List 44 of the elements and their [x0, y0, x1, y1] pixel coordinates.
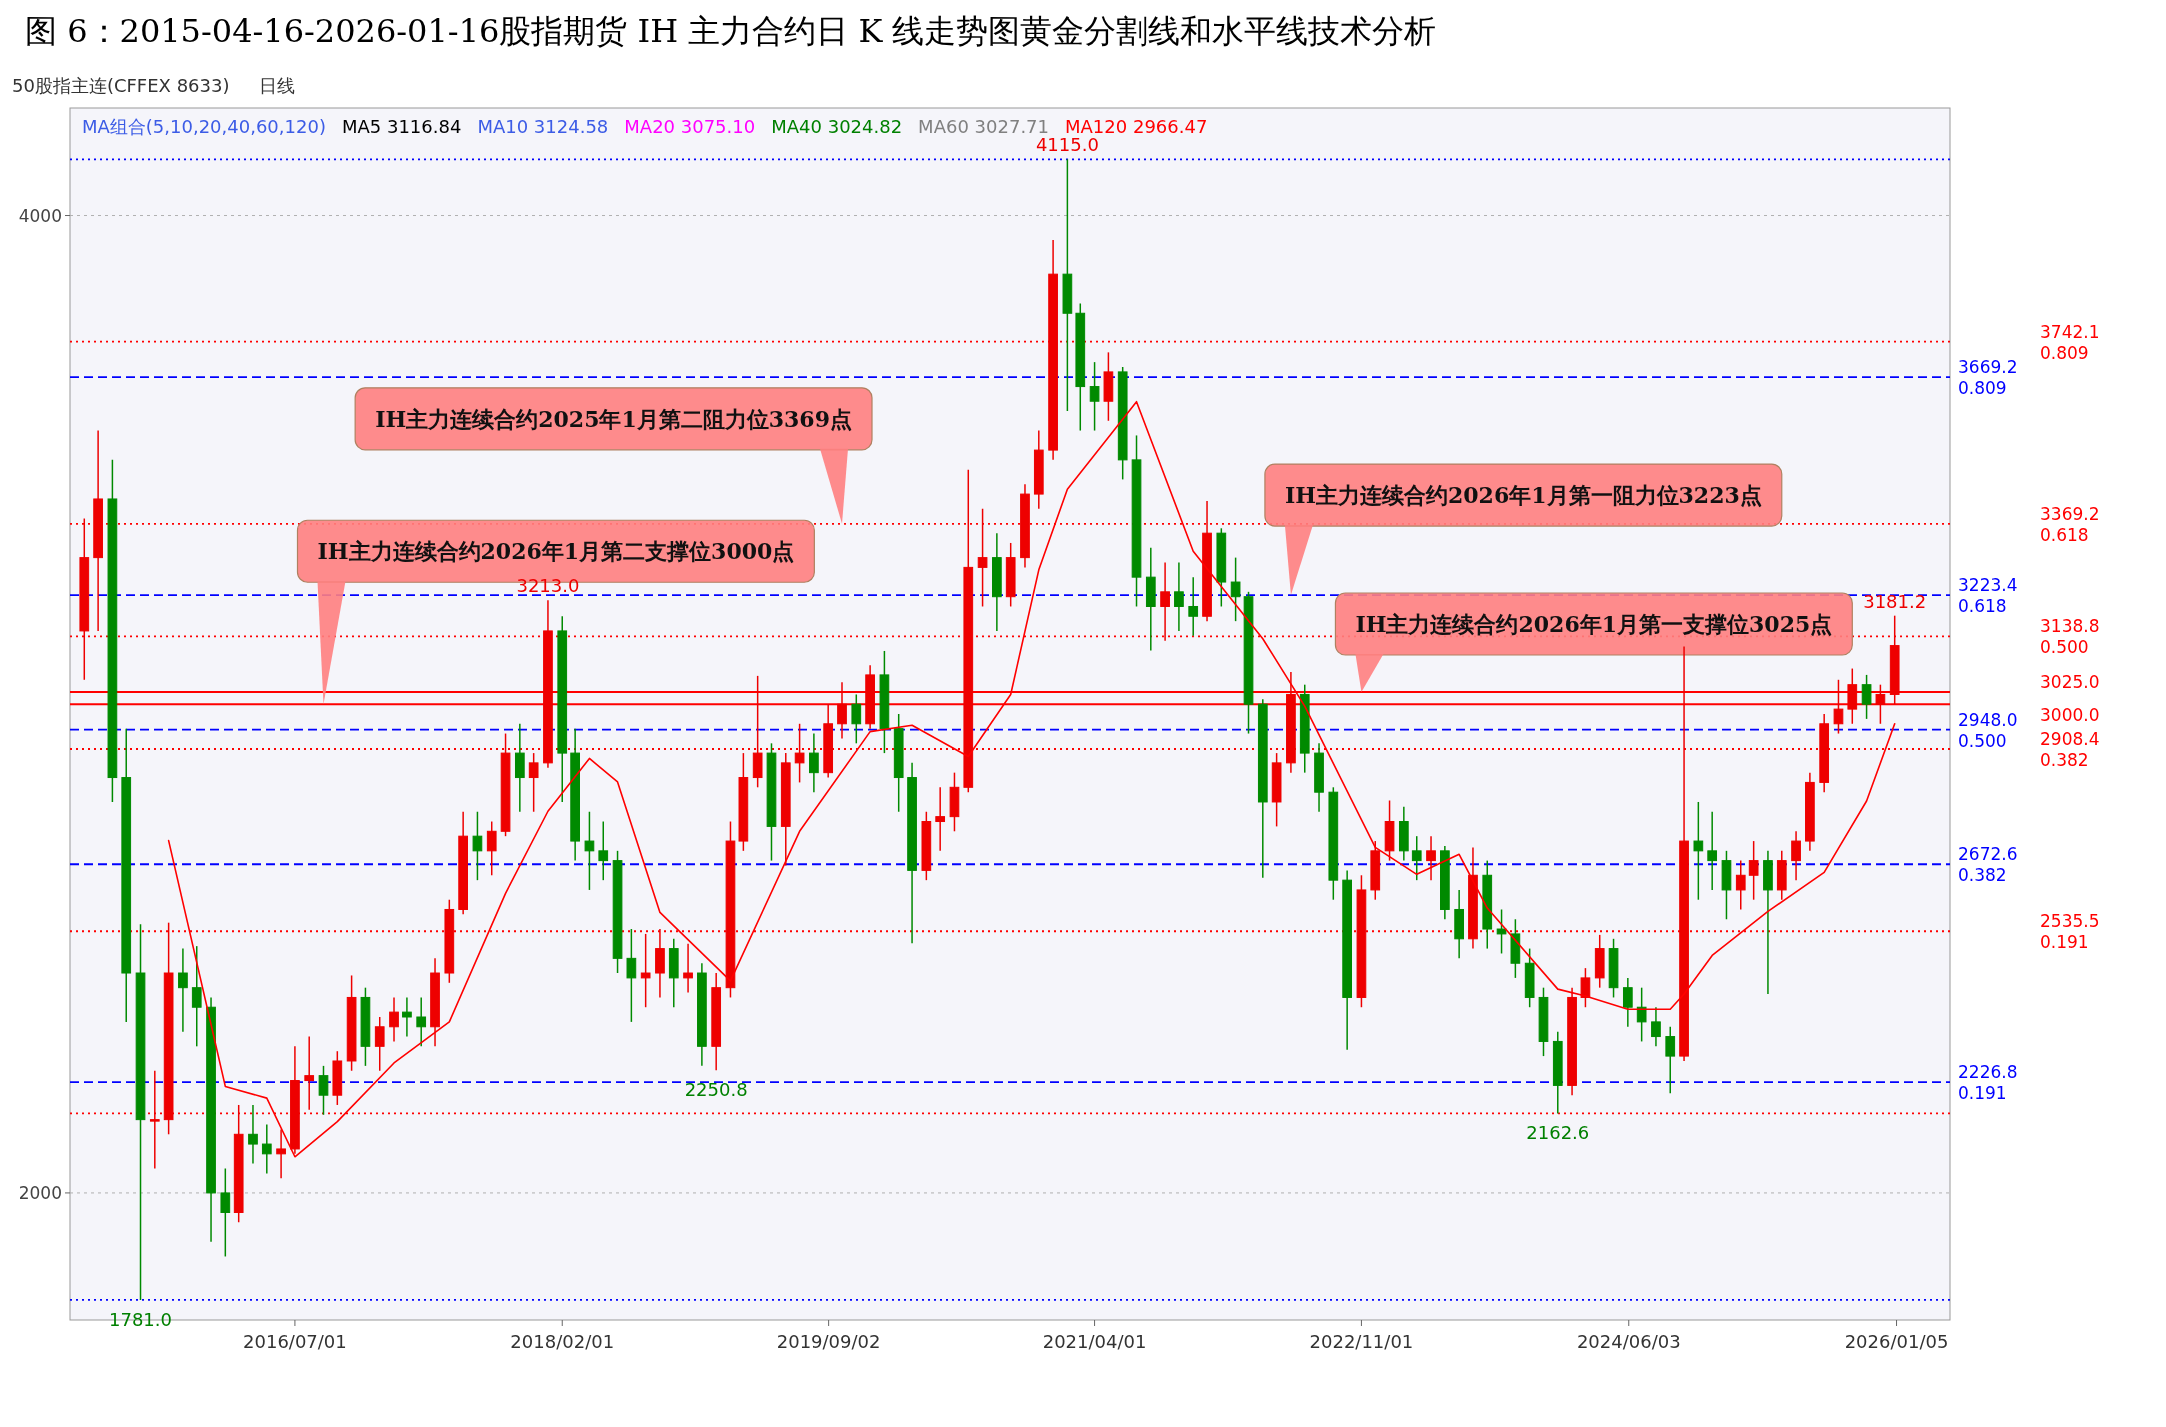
annotation: IH主力连续合约2026年1月第一阻力位3223点	[1284, 482, 1762, 509]
callout: IH主力连续合约2026年1月第一支撑位3025点	[1334, 592, 1853, 692]
ref-line-label: 3025.0	[2040, 672, 2100, 693]
annotation: 2250.8	[684, 1079, 748, 1101]
annotation: MA5 3116.84	[341, 116, 462, 137]
ref-line-label: 3369.2 0.618	[2040, 503, 2100, 545]
annotation: IH主力连续合约2026年1月第二支撑位3000点	[317, 538, 795, 565]
annotation: 2162.6	[1526, 1122, 1590, 1144]
annotation: 3181.2	[1863, 590, 1927, 612]
ref-line-label: 3669.2 0.809	[1958, 357, 2018, 399]
ref-line-label: 3000.0	[2040, 705, 2100, 726]
callout: IH主力连续合约2026年1月第一阻力位3223点	[1264, 463, 1783, 596]
text: 50股指主连(CFFEX 8633)	[12, 75, 230, 96]
y-tick-label: 4000	[18, 205, 62, 226]
x-tick-label: 2018/02/01	[510, 1331, 615, 1352]
ref-line-label: 3138.8 0.500	[2040, 616, 2100, 658]
annotation: MA组合(5,10,20,40,60,120)	[82, 116, 326, 137]
x-tick-label: 2016/07/01	[243, 1331, 347, 1352]
x-tick-label: 2026/01/05	[1844, 1331, 1949, 1352]
x-tick-label: 2021/04/01	[1042, 1331, 1147, 1352]
annotation: 3213.0	[516, 575, 580, 597]
ref-line-label: 2226.8 0.191	[1958, 1062, 2018, 1104]
ref-line-label: 2908.4 0.382	[2040, 728, 2100, 770]
annotation: MA20 3075.10	[624, 116, 756, 137]
annotation: IH主力连续合约2025年1月第二阻力位3369点	[375, 405, 852, 432]
annotation: MA60 3027.71	[918, 116, 1050, 137]
x-tick-label: 2019/09/02	[776, 1331, 881, 1352]
annotation: MA120 2966.47	[1065, 116, 1208, 137]
ref-line-label: 3223.4 0.618	[1958, 575, 2018, 617]
ref-line-label: 2672.6 0.382	[1958, 844, 2018, 886]
ref-line-label: 2535.5 0.191	[2040, 911, 2100, 953]
x-tick-label: 2022/11/01	[1309, 1331, 1414, 1352]
text: 日线	[259, 75, 296, 96]
annotation: MA40 3024.82	[771, 116, 903, 137]
ref-line-label: 3742.1 0.809	[2040, 321, 2100, 363]
annotation: MA10 3124.58	[477, 116, 609, 137]
ref-line-label: 2948.0 0.500	[1958, 709, 2018, 751]
annotation: 4115.0	[1035, 134, 1099, 156]
callout: IH主力连续合约2025年1月第二阻力位3369点	[354, 387, 873, 524]
x-tick-label: 2024/06/03	[1576, 1331, 1681, 1352]
annotation: IH主力连续合约2026年1月第一支撑位3025点	[1355, 611, 1833, 638]
chart-title: 图 6：2015-04-16-2026-01-16股指期货 IH 主力合约日 K 线走势图黄金分割线和水平线技术分析	[25, 12, 1437, 50]
y-tick-label: 2000	[18, 1182, 62, 1203]
annotation: 1781.0	[109, 1308, 173, 1330]
